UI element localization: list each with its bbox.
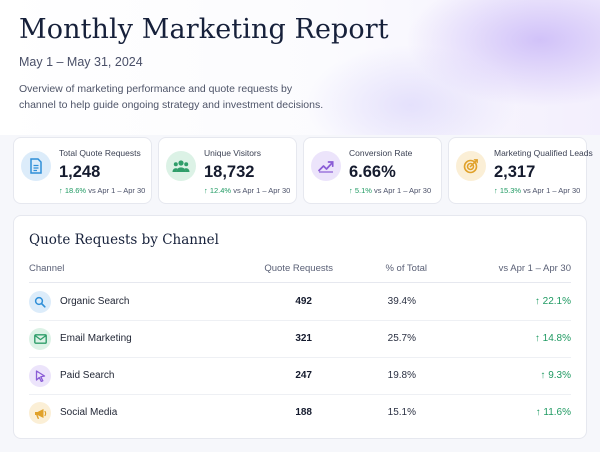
date-range: May 1 – May 31, 2024 [19, 55, 143, 69]
kpi-value: 6.66% [349, 163, 396, 181]
users-icon [166, 151, 196, 181]
header-divider [29, 282, 571, 283]
kpi-value: 1,248 [59, 163, 101, 181]
channel-name: Paid Search [60, 370, 115, 381]
row-divider [29, 357, 571, 358]
search-icon [29, 291, 51, 313]
kpi-card-unique-visitors: Unique Visitors 18,732 ↑ 12.4% vs Apr 1 … [158, 137, 297, 204]
table-row[interactable]: Social Media 188 15.1% ↑ 11.6% [29, 395, 571, 432]
kpi-label: Marketing Qualified Leads [494, 148, 593, 158]
percent-of-total-value: 25.7% [387, 333, 416, 344]
table-row[interactable]: Paid Search 247 19.8% ↑ 9.3% [29, 358, 571, 395]
kpi-change: ↑ 15.3% vs Apr 1 – Apr 30 [494, 186, 580, 195]
megaphone-icon [29, 402, 51, 424]
quote-requests-value: 492 [295, 296, 312, 307]
quote-requests-value: 321 [295, 333, 312, 344]
kpi-label: Total Quote Requests [59, 148, 141, 158]
section-title: Quote Requests by Channel [29, 232, 219, 248]
kpi-card-conversion-rate: Conversion Rate 6.66% ↑ 5.1% vs Apr 1 – … [303, 137, 442, 204]
change-value: ↑ 11.6% [535, 407, 571, 418]
mail-icon [29, 328, 51, 350]
percent-of-total-value: 39.4% [387, 296, 416, 307]
change-value: ↑ 9.3% [540, 370, 571, 381]
table-row[interactable]: Email Marketing 321 25.7% ↑ 14.8% [29, 321, 571, 358]
quote-requests-value: 247 [295, 370, 312, 381]
page-title: Monthly Marketing Report [19, 14, 389, 45]
header-background [0, 0, 600, 135]
target-icon [456, 151, 486, 181]
kpi-comparison-period: vs Apr 1 – Apr 30 [88, 186, 146, 195]
trend-up-icon [311, 151, 341, 181]
kpi-change-percent: ↑ 18.6% [59, 186, 87, 195]
channel-name: Organic Search [60, 296, 130, 307]
kpi-comparison-period: vs Apr 1 – Apr 30 [374, 186, 432, 195]
kpi-label: Unique Visitors [204, 148, 262, 158]
change-value: ↑ 14.8% [534, 333, 571, 344]
channel-name: Email Marketing [60, 333, 132, 344]
cursor-icon [29, 365, 51, 387]
kpi-label: Conversion Rate [349, 148, 413, 158]
kpi-comparison-period: vs Apr 1 – Apr 30 [523, 186, 581, 195]
document-icon [21, 151, 51, 181]
percent-of-total-value: 19.8% [387, 370, 416, 381]
quote-requests-by-channel-card: Quote Requests by Channel Channel Quote … [13, 215, 587, 439]
channel-name: Social Media [60, 407, 118, 418]
kpi-change: ↑ 5.1% vs Apr 1 – Apr 30 [349, 186, 431, 195]
column-header-percent-of-total: % of Total [385, 263, 427, 274]
kpi-card-marketing-qualified-leads: Marketing Qualified Leads 2,317 ↑ 15.3% … [448, 137, 593, 204]
kpi-card-total-quote-requests: Total Quote Requests 1,248 ↑ 18.6% vs Ap… [13, 137, 152, 204]
kpi-change-percent: ↑ 15.3% [494, 186, 522, 195]
report-description: Overview of marketing performance and qu… [19, 83, 324, 111]
column-header-channel: Channel [29, 263, 65, 274]
column-header-quote-requests: Quote Requests [264, 263, 333, 274]
kpi-change-percent: ↑ 5.1% [349, 186, 372, 195]
table-row[interactable]: Organic Search 492 39.4% ↑ 22.1% [29, 284, 571, 321]
row-divider [29, 394, 571, 395]
row-divider [29, 320, 571, 321]
percent-of-total-value: 15.1% [387, 407, 416, 418]
kpi-change: ↑ 12.4% vs Apr 1 – Apr 30 [204, 186, 290, 195]
column-header-comparison: vs Apr 1 – Apr 30 [498, 263, 571, 274]
quote-requests-value: 188 [295, 407, 312, 418]
kpi-comparison-period: vs Apr 1 – Apr 30 [233, 186, 291, 195]
kpi-value: 18,732 [204, 163, 255, 181]
kpi-value: 2,317 [494, 163, 536, 181]
kpi-change-percent: ↑ 12.4% [204, 186, 232, 195]
change-value: ↑ 22.1% [534, 296, 571, 307]
kpi-change: ↑ 18.6% vs Apr 1 – Apr 30 [59, 186, 145, 195]
